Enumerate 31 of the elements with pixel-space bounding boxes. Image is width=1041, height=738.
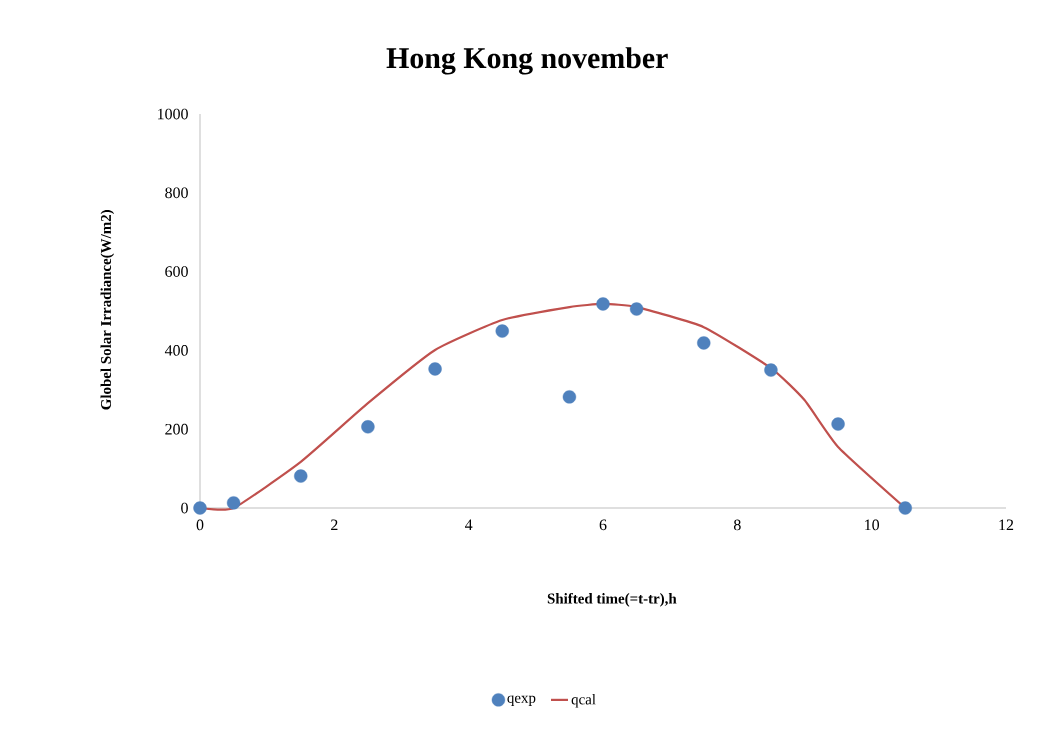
x-axis-title: Shifted time(=t-tr),h — [547, 592, 677, 607]
x-tick-label: 12 — [999, 519, 1014, 531]
legend-label: qexp — [507, 695, 536, 706]
point — [193, 501, 207, 515]
point — [428, 362, 442, 376]
y-tick-label: 1000 — [158, 108, 188, 120]
point — [226, 496, 241, 510]
point — [596, 297, 610, 311]
point — [697, 336, 711, 350]
x-tick-label: 10 — [865, 519, 880, 531]
y-axis-title: Globel Solar Irradiance(W/m2) — [100, 210, 115, 410]
y-tick-label: 0 — [181, 502, 188, 514]
x-tick-label: 6 — [599, 519, 607, 531]
legend-label: qcal — [571, 693, 596, 708]
point — [831, 417, 845, 431]
point — [294, 469, 308, 483]
x-tick-label: 2 — [331, 519, 338, 531]
y-tick-label: 200 — [165, 423, 188, 435]
point — [495, 324, 509, 338]
point — [629, 302, 644, 316]
y-tick-label: 400 — [164, 345, 188, 356]
y-tick-label: 600 — [165, 266, 188, 277]
point — [361, 420, 375, 434]
y-tick-label: 800 — [165, 187, 188, 199]
x-tick-label: 8 — [733, 519, 741, 531]
x-tick-label: 0 — [196, 519, 204, 531]
point — [764, 363, 778, 377]
x-tick-label: 4 — [465, 519, 473, 530]
point — [898, 501, 912, 515]
point — [562, 390, 577, 404]
chart-title: Hong Kong november — [386, 47, 668, 75]
